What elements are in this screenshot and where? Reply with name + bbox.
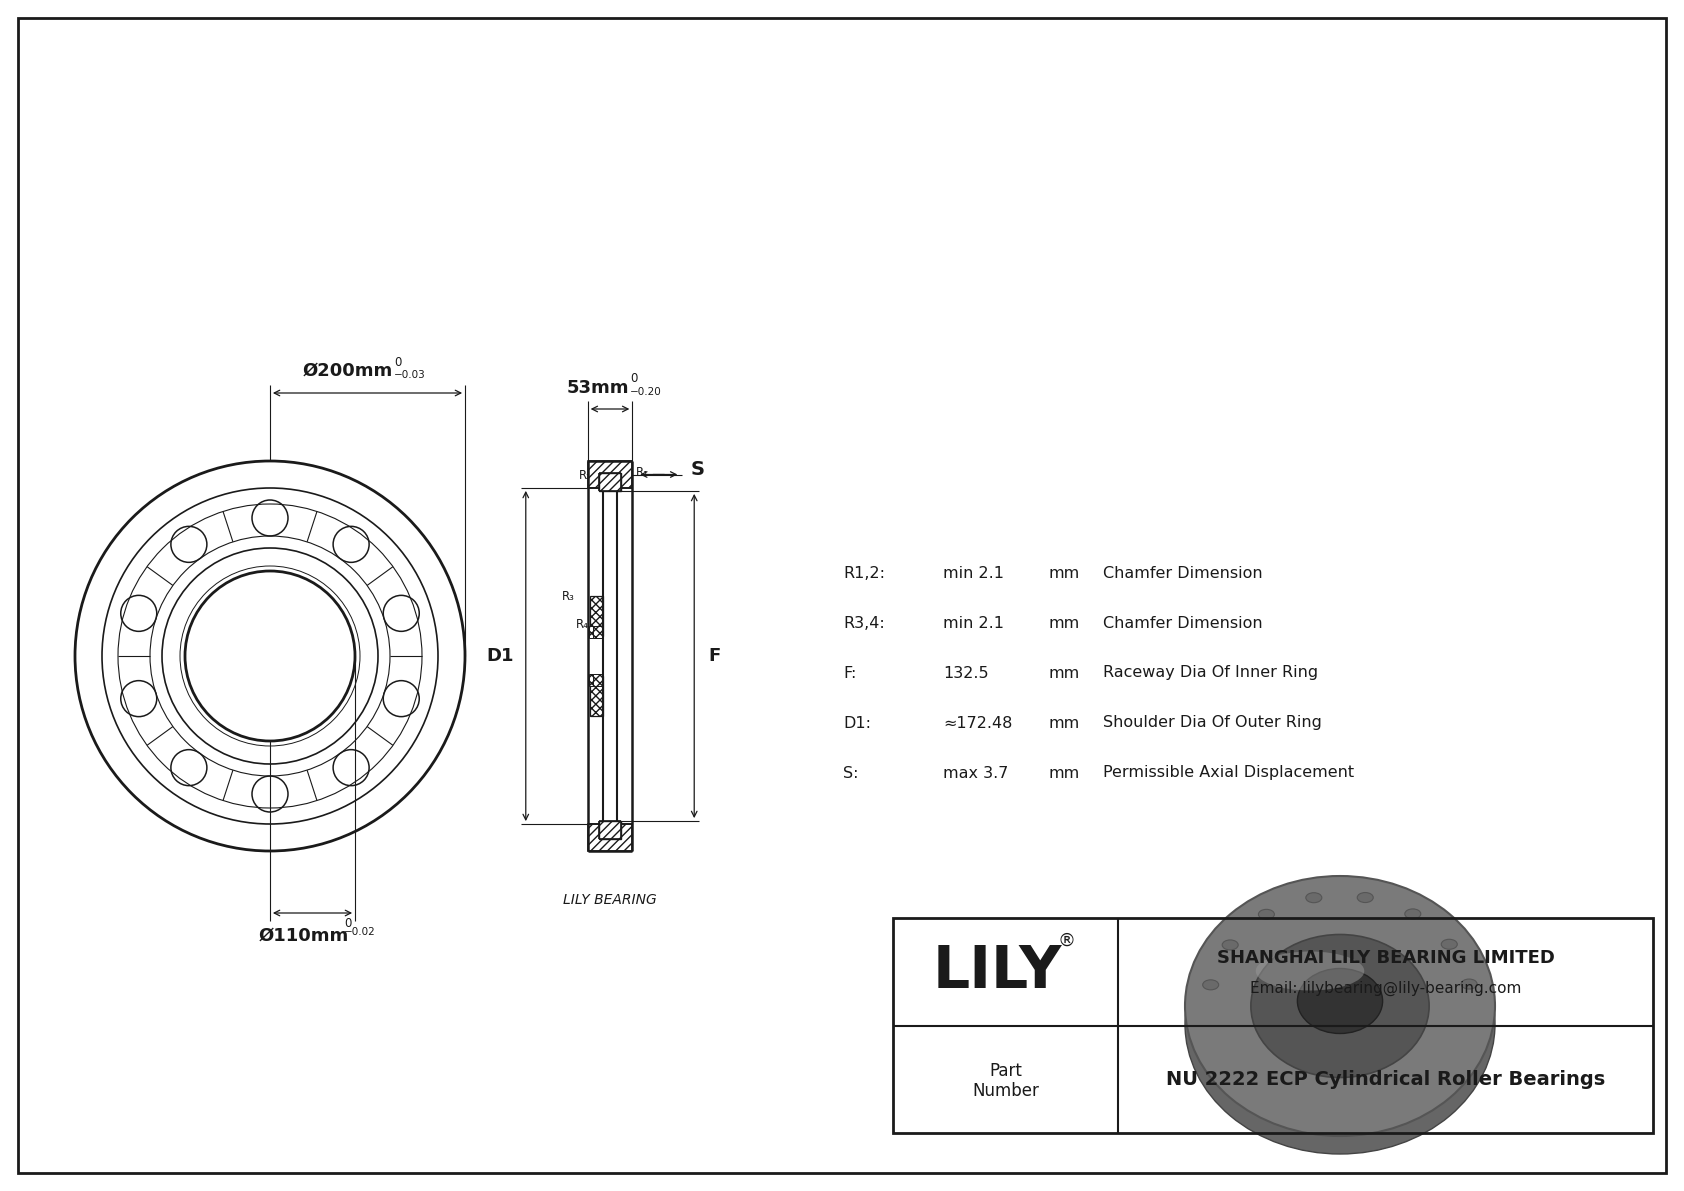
Text: Raceway Dia Of Inner Ring: Raceway Dia Of Inner Ring bbox=[1103, 666, 1319, 680]
Text: Chamfer Dimension: Chamfer Dimension bbox=[1103, 616, 1263, 630]
Text: −0.20: −0.20 bbox=[630, 387, 662, 397]
Text: 0: 0 bbox=[344, 917, 352, 930]
Ellipse shape bbox=[1297, 968, 1383, 1034]
Bar bbox=[589, 626, 600, 638]
Text: mm: mm bbox=[1047, 566, 1079, 580]
Text: S: S bbox=[690, 460, 704, 479]
Ellipse shape bbox=[1442, 940, 1457, 949]
Ellipse shape bbox=[1186, 877, 1495, 1136]
Text: LILY: LILY bbox=[933, 943, 1063, 1000]
Text: Email: lilybearing@lily-bearing.com: Email: lilybearing@lily-bearing.com bbox=[1250, 980, 1521, 996]
Text: 0: 0 bbox=[630, 372, 637, 385]
Text: SHANGHAI LILY BEARING LIMITED: SHANGHAI LILY BEARING LIMITED bbox=[1216, 949, 1554, 967]
Text: min 2.1: min 2.1 bbox=[943, 616, 1004, 630]
Text: D1:: D1: bbox=[844, 716, 871, 730]
Text: Permissible Axial Displacement: Permissible Axial Displacement bbox=[1103, 766, 1354, 780]
Text: R₂: R₂ bbox=[579, 469, 593, 482]
Text: 53mm: 53mm bbox=[568, 379, 630, 397]
Ellipse shape bbox=[1357, 892, 1372, 903]
Bar bbox=[589, 676, 603, 716]
Text: R₄: R₄ bbox=[576, 617, 589, 630]
Text: LILY BEARING: LILY BEARING bbox=[562, 893, 657, 908]
Text: R1,2:: R1,2: bbox=[844, 566, 886, 580]
Bar bbox=[600, 821, 621, 838]
Text: R3,4:: R3,4: bbox=[844, 616, 884, 630]
Ellipse shape bbox=[1202, 980, 1219, 990]
Ellipse shape bbox=[1404, 909, 1421, 919]
Ellipse shape bbox=[1223, 940, 1238, 950]
Text: F: F bbox=[709, 647, 721, 665]
Text: D1: D1 bbox=[487, 647, 514, 665]
Bar bbox=[593, 674, 603, 686]
Bar bbox=[593, 626, 603, 638]
Text: mm: mm bbox=[1047, 716, 1079, 730]
Text: mm: mm bbox=[1047, 616, 1079, 630]
Bar bbox=[588, 461, 632, 488]
Text: Shoulder Dia Of Outer Ring: Shoulder Dia Of Outer Ring bbox=[1103, 716, 1322, 730]
Ellipse shape bbox=[1258, 910, 1275, 919]
Text: ®: ® bbox=[1058, 933, 1076, 950]
Bar bbox=[893, 918, 1654, 1133]
Text: max 3.7: max 3.7 bbox=[943, 766, 1009, 780]
Text: Chamfer Dimension: Chamfer Dimension bbox=[1103, 566, 1263, 580]
Text: Ø200mm: Ø200mm bbox=[303, 362, 392, 380]
Text: Ø110mm: Ø110mm bbox=[259, 927, 349, 944]
Ellipse shape bbox=[1251, 935, 1430, 1078]
Text: NU 2222 ECP Cylindrical Roller Bearings: NU 2222 ECP Cylindrical Roller Bearings bbox=[1165, 1070, 1605, 1089]
Text: R₃: R₃ bbox=[562, 590, 574, 603]
Text: Part: Part bbox=[989, 1062, 1022, 1080]
Text: mm: mm bbox=[1047, 766, 1079, 780]
Text: Number: Number bbox=[972, 1083, 1039, 1100]
Bar bbox=[589, 596, 603, 636]
Text: min 2.1: min 2.1 bbox=[943, 566, 1004, 580]
Text: −0.03: −0.03 bbox=[394, 370, 426, 380]
Text: ≈172.48: ≈172.48 bbox=[943, 716, 1012, 730]
Text: −0.02: −0.02 bbox=[344, 927, 376, 937]
Text: F:: F: bbox=[844, 666, 857, 680]
Ellipse shape bbox=[1305, 893, 1322, 903]
Bar bbox=[588, 824, 632, 852]
Ellipse shape bbox=[1186, 894, 1495, 1154]
Bar bbox=[600, 473, 621, 491]
Text: mm: mm bbox=[1047, 666, 1079, 680]
Text: R₁: R₁ bbox=[637, 466, 650, 479]
Text: 132.5: 132.5 bbox=[943, 666, 989, 680]
Bar bbox=[589, 674, 600, 686]
Ellipse shape bbox=[1256, 952, 1364, 991]
Text: S:: S: bbox=[844, 766, 859, 780]
Ellipse shape bbox=[1462, 979, 1477, 989]
Text: 0: 0 bbox=[394, 356, 401, 369]
